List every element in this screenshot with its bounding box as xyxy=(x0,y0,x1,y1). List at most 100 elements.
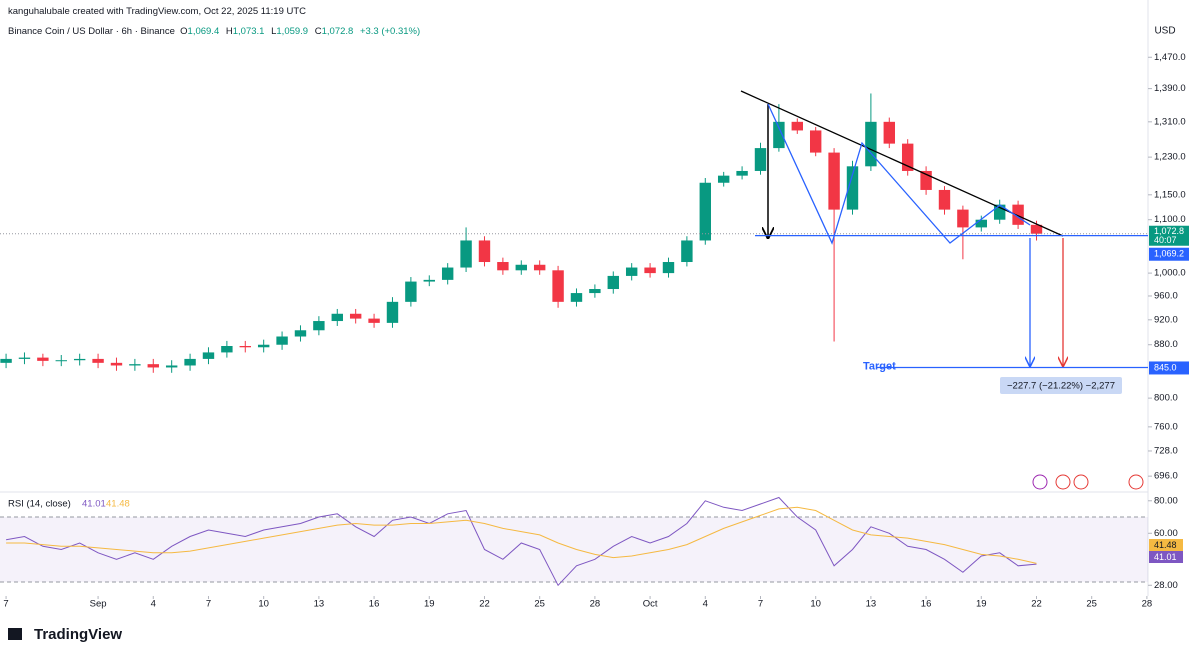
candle-body xyxy=(809,130,822,153)
candle-body xyxy=(1012,204,1024,225)
candle-body xyxy=(423,279,435,282)
ohlc-key: C xyxy=(314,26,322,37)
candle-body xyxy=(386,301,399,323)
ohlc-key: H xyxy=(225,26,233,37)
candle-body xyxy=(0,358,12,363)
legend-value: 41.48 xyxy=(106,499,130,510)
y-tick-label: 920.0 xyxy=(1154,314,1178,325)
candle-body xyxy=(552,270,564,302)
candle-body xyxy=(441,267,454,280)
candle-body xyxy=(184,358,196,366)
value-box xyxy=(1149,539,1183,551)
measure-label: −227.7 (−21.22%) −2,277 xyxy=(1007,381,1115,392)
ohlc-value: 1,069.4 xyxy=(187,26,220,37)
ohlc-value: 1,073.1 xyxy=(232,26,265,37)
credit: kanguhalubale created with TradingView.c… xyxy=(8,6,307,17)
candle-body xyxy=(55,360,67,362)
x-tick-label: 28 xyxy=(1142,599,1153,610)
x-tick-label: 22 xyxy=(1031,599,1042,610)
logo: TradingView xyxy=(8,626,122,643)
x-tick-label: 28 xyxy=(590,599,601,610)
y-tick-label: 696.0 xyxy=(1154,471,1178,482)
candle-body xyxy=(681,240,693,263)
candle-body xyxy=(773,121,785,149)
x-tick-label: 16 xyxy=(921,599,932,610)
candle-body xyxy=(570,293,583,302)
candle-body xyxy=(110,362,123,366)
candle-body xyxy=(736,170,748,176)
candle-body xyxy=(699,182,711,241)
x-tick-label: Sep xyxy=(90,599,107,610)
x-tick-label: 7 xyxy=(758,599,763,610)
y-tick-label: 800.0 xyxy=(1154,393,1178,404)
candle-body xyxy=(901,143,914,171)
y-tick-label: 1,150.0 xyxy=(1154,189,1186,200)
y-tick-label: 760.0 xyxy=(1154,421,1178,432)
y-tick-label: 960.0 xyxy=(1154,290,1178,301)
measure-box xyxy=(1000,377,1122,394)
candle-body xyxy=(349,313,362,319)
ohlc-value: 1,059.9 xyxy=(276,26,309,37)
level-box xyxy=(1149,361,1189,375)
candle-body xyxy=(331,313,343,322)
rsi-line xyxy=(6,506,1037,564)
candle-body xyxy=(846,166,859,210)
candle-body xyxy=(221,346,233,353)
rsi-title: RSI (14, close) xyxy=(8,499,71,510)
y-tick-label: 28.00 xyxy=(1154,580,1178,591)
candle-body xyxy=(73,358,86,361)
candle-body xyxy=(828,152,840,210)
rsi-line xyxy=(6,496,1037,587)
y-tick-label: 1,230.0 xyxy=(1154,152,1186,163)
x-tick-label: 19 xyxy=(976,599,987,610)
candle-body xyxy=(257,344,270,348)
candle-body xyxy=(993,204,1006,220)
x-tick-label: 10 xyxy=(258,599,269,610)
candle-body xyxy=(147,364,159,368)
candle-body xyxy=(497,262,509,271)
x-tick-label: 19 xyxy=(424,599,435,610)
x-tick-label: 25 xyxy=(1086,599,1097,610)
candle-body xyxy=(589,289,601,294)
candle-body xyxy=(883,121,895,144)
x-tick-label: 25 xyxy=(534,599,545,610)
brand: TradingView xyxy=(34,626,122,643)
candle-body xyxy=(957,209,969,228)
candle-body xyxy=(405,281,417,302)
level-name: Target xyxy=(863,360,896,372)
x-tick-label: 16 xyxy=(369,599,380,610)
candle-body xyxy=(478,240,491,263)
candle-body xyxy=(644,267,656,274)
candle-body xyxy=(92,358,104,363)
candle-body xyxy=(515,264,527,271)
ohlc-key: O xyxy=(180,26,188,37)
last-price-box xyxy=(1149,225,1189,246)
candle-body xyxy=(920,170,932,190)
pattern-line xyxy=(767,103,1031,245)
candle-body xyxy=(276,336,288,345)
ohlc-key: L xyxy=(271,26,277,37)
candle-body xyxy=(165,365,178,368)
symbol: Binance Coin / US Dollar · 6h · Binance xyxy=(8,26,175,37)
last-price-label: 1,072.8 xyxy=(1154,226,1184,236)
x-tick-label: 4 xyxy=(151,599,156,610)
candle-body xyxy=(717,175,730,183)
value-box xyxy=(1149,551,1183,563)
legend-value: 41.01 xyxy=(82,499,106,510)
y-tick-label: 80.00 xyxy=(1154,495,1178,506)
x-axis: 7 Sep 4 7 10 13 16 19 22 25 28 Oct 4 7 10 13 16 19 22 25 28 xyxy=(3,596,1152,610)
candle-body xyxy=(791,121,803,131)
x-tick-label: Oct xyxy=(643,599,658,610)
y-tick-label: 1,390.0 xyxy=(1154,83,1186,94)
candle-body xyxy=(1030,224,1043,234)
countdown: 40:07 xyxy=(1154,235,1177,245)
x-tick-label: 13 xyxy=(866,599,877,610)
level-box xyxy=(1149,247,1189,261)
rsi-band xyxy=(0,517,1148,583)
y-tick-label: 1,470.0 xyxy=(1154,52,1186,63)
price-pane xyxy=(0,93,1148,373)
candle-body xyxy=(202,352,215,359)
y-tick-label: 728.0 xyxy=(1154,445,1178,456)
change: +3.3 (+0.31%) xyxy=(359,26,421,37)
